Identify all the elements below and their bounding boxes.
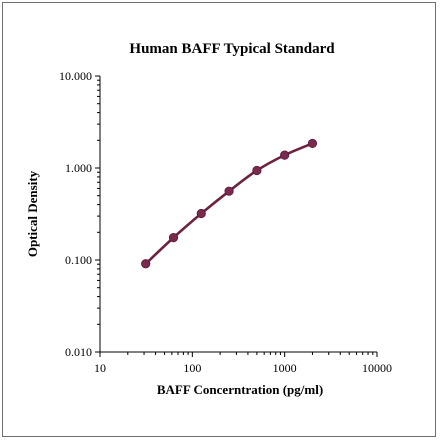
data-point bbox=[141, 259, 151, 269]
x-tick-label: 1000 bbox=[273, 361, 297, 375]
data-point bbox=[168, 233, 179, 243]
data-point bbox=[252, 165, 262, 176]
y-tick-label: 10.000 bbox=[59, 69, 92, 83]
axes: 0.010 0.100 1.000 10.000 10 100 1000 10000 bbox=[59, 69, 392, 375]
y-axis-label: Optical Density bbox=[25, 170, 40, 257]
data-point bbox=[280, 150, 290, 160]
x-tick-label: 100 bbox=[183, 361, 201, 375]
data-point bbox=[196, 208, 206, 219]
chart-title: Human BAFF Typical Standard bbox=[129, 41, 335, 57]
chart-frame bbox=[2, 2, 436, 437]
x-tick-label: 10000 bbox=[362, 361, 392, 375]
data-point bbox=[224, 186, 234, 196]
y-tick-label: 0.100 bbox=[65, 253, 92, 267]
y-tick-label: 0.010 bbox=[65, 345, 92, 359]
x-tick-label: 10 bbox=[94, 361, 106, 375]
series-line bbox=[144, 142, 314, 266]
x-axis-label: BAFF Concerntration (pg/ml) bbox=[157, 382, 323, 397]
data-point bbox=[307, 138, 318, 149]
y-tick-label: 1.000 bbox=[65, 161, 92, 175]
plot-area bbox=[141, 138, 318, 269]
